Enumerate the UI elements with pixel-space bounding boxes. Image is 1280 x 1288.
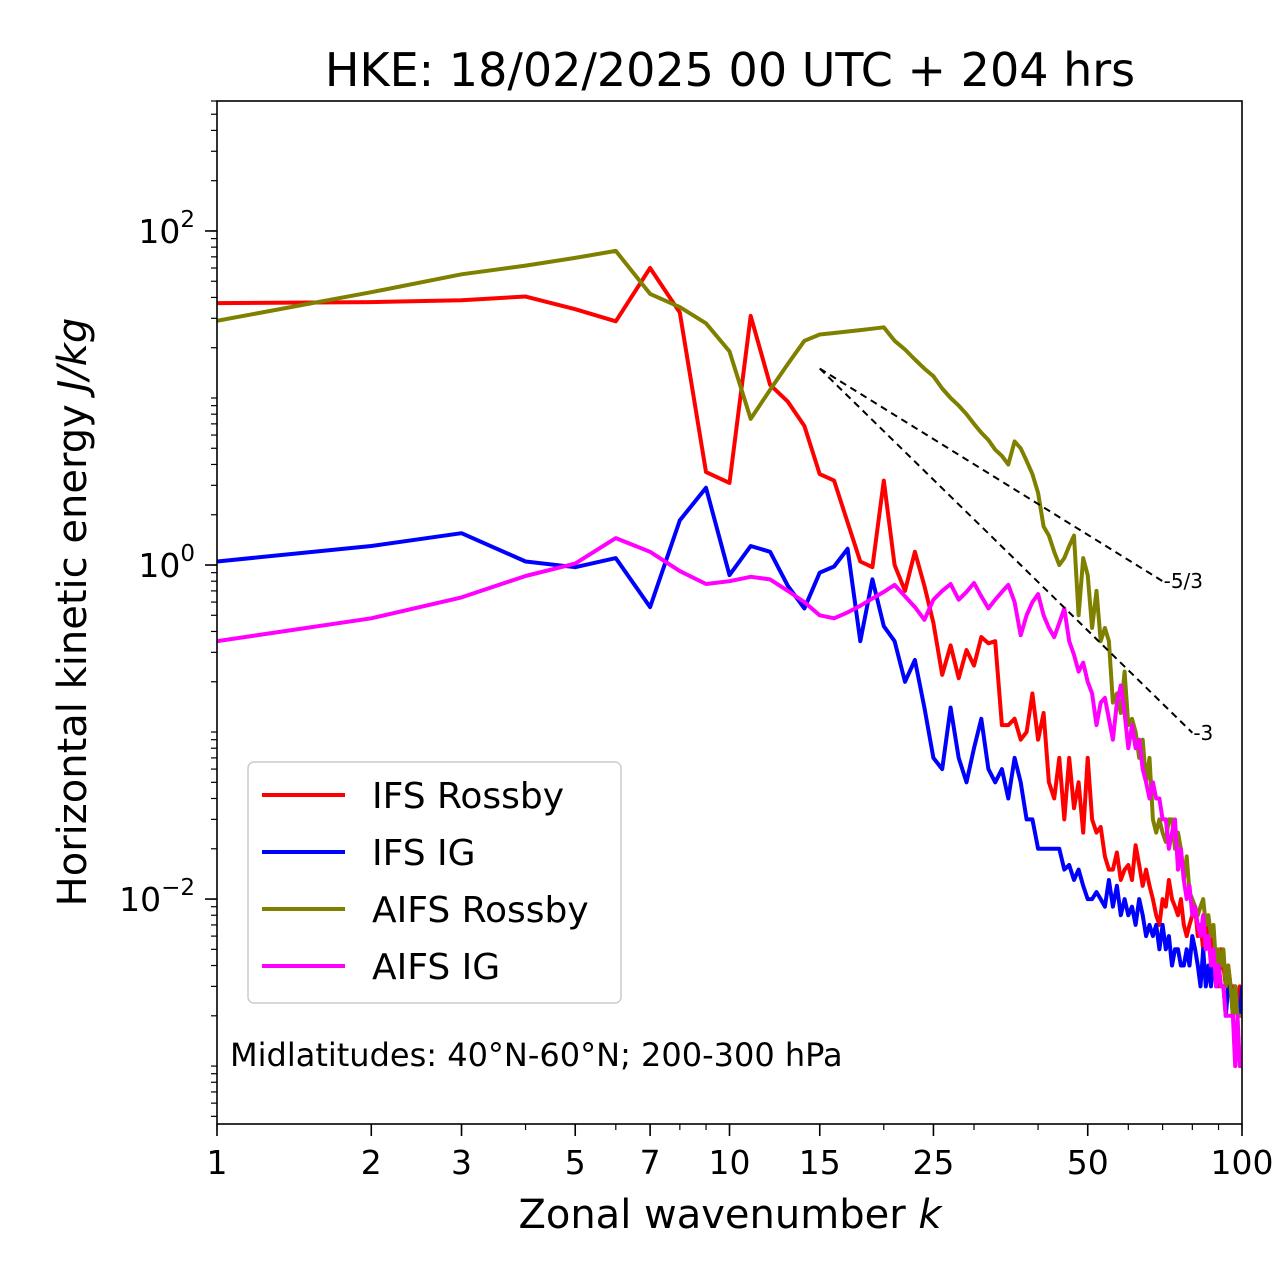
y-axis-label: Horizontal kinetic energy J/kg: [50, 318, 96, 907]
x-tick-label: 7: [640, 1143, 661, 1182]
reference-label-3: -3: [1193, 721, 1213, 745]
reference-line-3: [819, 367, 1194, 734]
legend-label-aifs-ig: AIFS IG: [372, 947, 500, 988]
x-tick-label: 50: [1067, 1143, 1109, 1182]
x-axis-label-main: Zonal wavenumber: [518, 1192, 918, 1238]
y-tick-label: 102: [138, 207, 195, 251]
x-tick-label: 25: [912, 1143, 954, 1182]
legend-label-aifs-rossby: AIFS Rossby: [372, 890, 589, 931]
x-axis-ticks: 1 2 3 5 7 10 15 25 50 100: [207, 1124, 1274, 1182]
x-tick-label: 100: [1211, 1143, 1274, 1182]
x-axis-label: Zonal wavenumber k: [518, 1192, 943, 1238]
y-tick-label: 10−2: [119, 875, 195, 919]
legend-label-ifs-rossby: IFS Rossby: [372, 776, 564, 817]
x-tick-label: 2: [361, 1143, 382, 1182]
reference-label-5-3: -5/3: [1164, 569, 1203, 593]
series-line-aifs-ig: [217, 536, 1242, 1069]
x-tick-label: 3: [451, 1143, 472, 1182]
y-axis-label-main: Horizontal kinetic energy: [50, 392, 96, 907]
y-axis-label-variable: J/kg: [50, 318, 96, 399]
reference-line-5-3: [819, 367, 1164, 583]
legend-box: [247, 761, 622, 1004]
y-axis-ticks: 102 100 10−2: [119, 100, 217, 1117]
x-axis-label-variable: k: [918, 1192, 943, 1238]
y-tick-label: 100: [138, 541, 195, 585]
series-line-aifs-rossby: [217, 248, 1242, 1018]
x-tick-label: 1: [207, 1143, 228, 1182]
x-tick-label: 15: [799, 1143, 841, 1182]
series-layer: [217, 248, 1242, 1069]
legend-label-ifs-ig: IFS IG: [372, 833, 476, 874]
x-tick-label: 5: [565, 1143, 586, 1182]
region-annotation: Midlatitudes: 40°N-60°N; 200-300 hPa: [230, 1036, 843, 1074]
legend: IFS Rossby IFS IG AIFS Rossby AIFS IG: [247, 761, 622, 1004]
reference-slopes: -5/3 -3: [819, 367, 1213, 745]
chart-title: HKE: 18/02/2025 00 UTC + 204 hrs: [325, 43, 1135, 97]
x-tick-label: 10: [709, 1143, 751, 1182]
series-line-ifs-ig: [217, 485, 1242, 1018]
